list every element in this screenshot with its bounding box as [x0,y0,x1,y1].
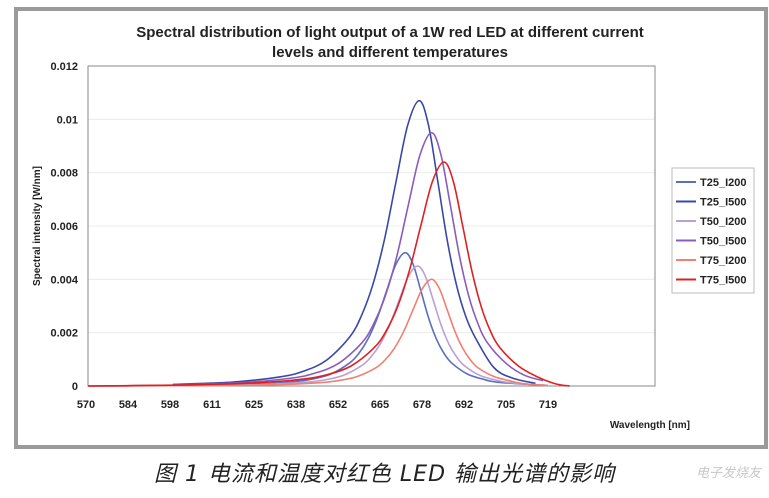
x-tick-label: 652 [329,399,347,411]
x-tick-label: 705 [497,399,515,411]
x-tick-label: 719 [539,399,557,411]
x-tick-label: 598 [161,399,179,411]
series-line-t75_i200 [87,278,548,387]
plot-area [87,65,656,387]
x-tick-label: 692 [455,399,473,411]
series-line-t75_i500 [87,161,570,387]
legend-entry: T50_I500 [700,236,746,248]
x-axis-label: Wavelength [nm] [610,420,690,431]
y-tick-label: 0.004 [50,274,78,286]
legend-entry: T50_I200 [700,216,746,228]
series-line-t50_i200 [172,265,548,387]
figure-caption: 图 1 电流和温度对红色 LED 输出光谱的影响 [153,462,616,487]
legend [671,167,755,294]
x-tick-label: 665 [371,399,389,411]
y-tick-label: 0 [72,381,78,393]
y-axis-label: Spectral intensity [W/nm] [32,166,43,286]
series-line-t50_i500 [172,131,544,386]
y-tick-label: 0.012 [50,61,78,73]
chart-title-line-2: levels and different temperatures [272,44,508,61]
legend-entry: T75_I500 [700,275,746,287]
x-tick-label: 584 [119,399,138,411]
legend-entry: T75_I200 [700,255,746,267]
watermark-logo: 电子发烧友 [695,465,761,480]
legend-entry: T25_I500 [700,197,746,209]
series-line-t25_i500 [172,99,536,386]
y-tick-label: 0.008 [50,168,78,180]
x-tick-label: 638 [287,399,305,411]
x-tick-label: 570 [77,399,95,411]
x-tick-label: 611 [203,399,221,411]
line-chart: Spectral distribution of light output of… [32,24,755,431]
legend-entry: T25_I200 [700,177,746,189]
x-tick-label: 625 [245,399,263,411]
x-tick-label: 678 [413,399,431,411]
chart-title-line-1: Spectral distribution of light output of… [136,24,644,41]
chart-frame [14,7,768,449]
y-tick-label: 0.006 [50,221,78,233]
y-tick-label: 0.01 [57,114,78,126]
y-tick-label: 0.002 [50,328,78,340]
